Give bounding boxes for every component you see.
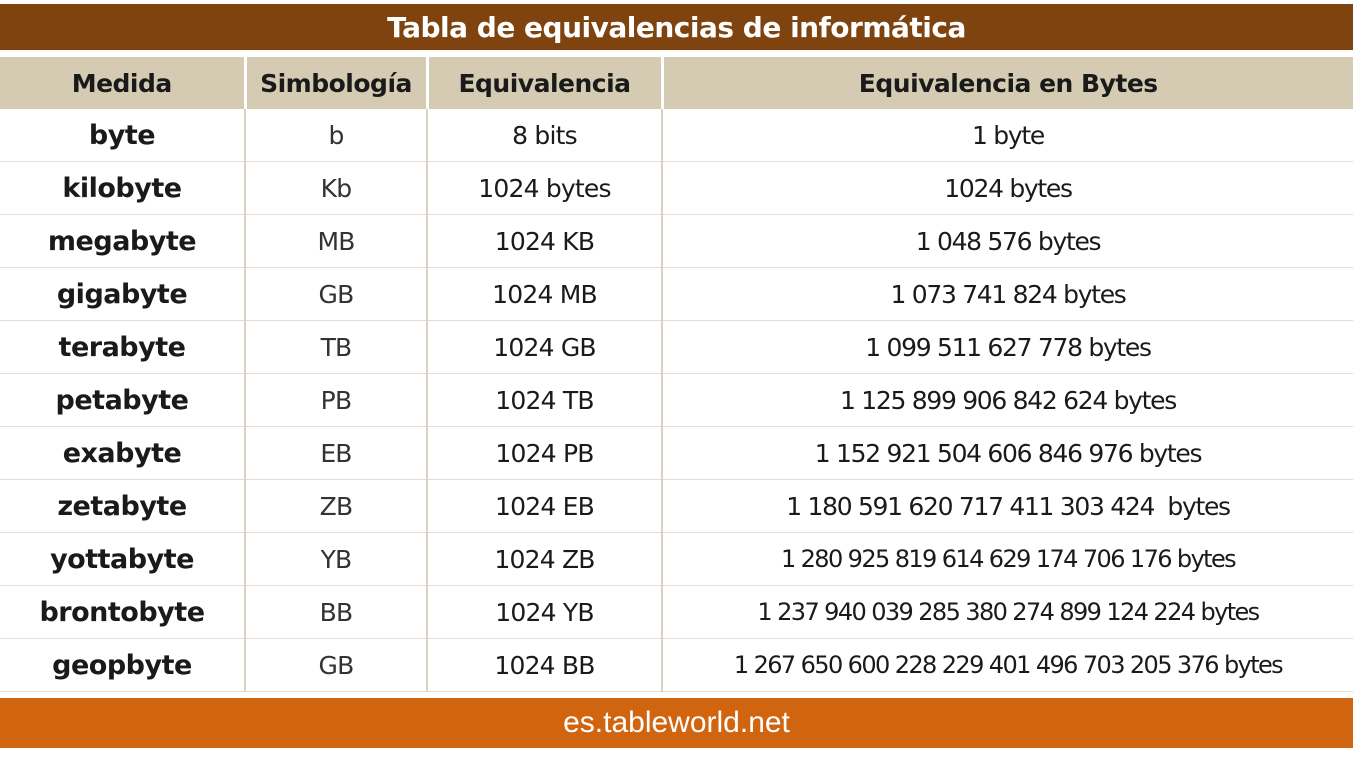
- cell-bytes: 1 237 940 039 285 380 274 899 124 224 by…: [661, 585, 1353, 639]
- cell-equivalencia: 1024 TB: [426, 373, 662, 427]
- table-row: yottabyte YB 1024 ZB 1 280 925 819 614 6…: [0, 532, 1353, 586]
- cell-simbolo: BB: [244, 585, 427, 639]
- header-row: Medida Simbología Equivalencia Equivalen…: [0, 57, 1353, 109]
- cell-medida: petabyte: [0, 373, 245, 427]
- cell-equivalencia: 1024 ZB: [426, 532, 662, 586]
- cell-simbolo: ZB: [244, 479, 427, 533]
- cell-medida: zetabyte: [0, 479, 245, 533]
- table-row: terabyte TB 1024 GB 1 099 511 627 778 by…: [0, 320, 1353, 374]
- table-row: zetabyte ZB 1024 EB 1 180 591 620 717 41…: [0, 479, 1353, 533]
- cell-medida: terabyte: [0, 320, 245, 374]
- cell-equivalencia: 1024 BB: [426, 638, 662, 692]
- cell-medida: megabyte: [0, 214, 245, 268]
- cell-equivalencia: 1024 EB: [426, 479, 662, 533]
- cell-bytes: 1 280 925 819 614 629 174 706 176 bytes: [661, 532, 1353, 586]
- cell-bytes: 1 048 576 bytes: [661, 214, 1353, 268]
- table-row: geopbyte GB 1024 BB 1 267 650 600 228 22…: [0, 638, 1353, 692]
- cell-simbolo: TB: [244, 320, 427, 374]
- cell-bytes: 1 180 591 620 717 411 303 424 bytes: [661, 479, 1353, 533]
- cell-equivalencia: 8 bits: [426, 109, 662, 162]
- cell-simbolo: MB: [244, 214, 427, 268]
- cell-medida: yottabyte: [0, 532, 245, 586]
- header-simbologia: Simbología: [243, 57, 427, 109]
- cell-medida: gigabyte: [0, 267, 245, 321]
- cell-simbolo: b: [244, 109, 427, 162]
- cell-equivalencia: 1024 KB: [426, 214, 662, 268]
- cell-simbolo: GB: [244, 638, 427, 692]
- cell-simbolo: YB: [244, 532, 427, 586]
- source-footer: es.tableworld.net: [0, 698, 1353, 748]
- cell-bytes: 1 125 899 906 842 624 bytes: [661, 373, 1353, 427]
- cell-equivalencia: 1024 PB: [426, 426, 662, 480]
- table-row: megabyte MB 1024 KB 1 048 576 bytes: [0, 214, 1353, 268]
- cell-bytes: 1 073 741 824 bytes: [661, 267, 1353, 321]
- cell-medida: brontobyte: [0, 585, 245, 639]
- table-row: gigabyte GB 1024 MB 1 073 741 824 bytes: [0, 267, 1353, 321]
- header-equivalencia: Equivalencia: [425, 57, 662, 109]
- cell-simbolo: PB: [244, 373, 427, 427]
- equivalence-table: Medida Simbología Equivalencia Equivalen…: [0, 57, 1353, 692]
- cell-bytes: 1024 bytes: [661, 161, 1353, 215]
- table-row: byte b 8 bits 1 byte: [0, 109, 1353, 162]
- cell-equivalencia: 1024 MB: [426, 267, 662, 321]
- cell-medida: geopbyte: [0, 638, 245, 692]
- cell-medida: kilobyte: [0, 161, 245, 215]
- cell-bytes: 1 267 650 600 228 229 401 496 703 205 37…: [661, 638, 1353, 692]
- cell-medida: byte: [0, 109, 245, 162]
- cell-medida: exabyte: [0, 426, 245, 480]
- cell-simbolo: EB: [244, 426, 427, 480]
- cell-bytes: 1 byte: [661, 109, 1353, 162]
- cell-bytes: 1 152 921 504 606 846 976 bytes: [661, 426, 1353, 480]
- header-equivalencia-bytes: Equivalencia en Bytes: [660, 57, 1353, 109]
- cell-simbolo: Kb: [244, 161, 427, 215]
- cell-equivalencia: 1024 bytes: [426, 161, 662, 215]
- table-row: exabyte EB 1024 PB 1 152 921 504 606 846…: [0, 426, 1353, 480]
- cell-bytes: 1 099 511 627 778 bytes: [661, 320, 1353, 374]
- table-title: Tabla de equivalencias de informática: [0, 4, 1353, 50]
- header-medida: Medida: [0, 57, 245, 109]
- cell-equivalencia: 1024 GB: [426, 320, 662, 374]
- cell-simbolo: GB: [244, 267, 427, 321]
- table-row: brontobyte BB 1024 YB 1 237 940 039 285 …: [0, 585, 1353, 639]
- table-row: petabyte PB 1024 TB 1 125 899 906 842 62…: [0, 373, 1353, 427]
- cell-equivalencia: 1024 YB: [426, 585, 662, 639]
- table-row: kilobyte Kb 1024 bytes 1024 bytes: [0, 161, 1353, 215]
